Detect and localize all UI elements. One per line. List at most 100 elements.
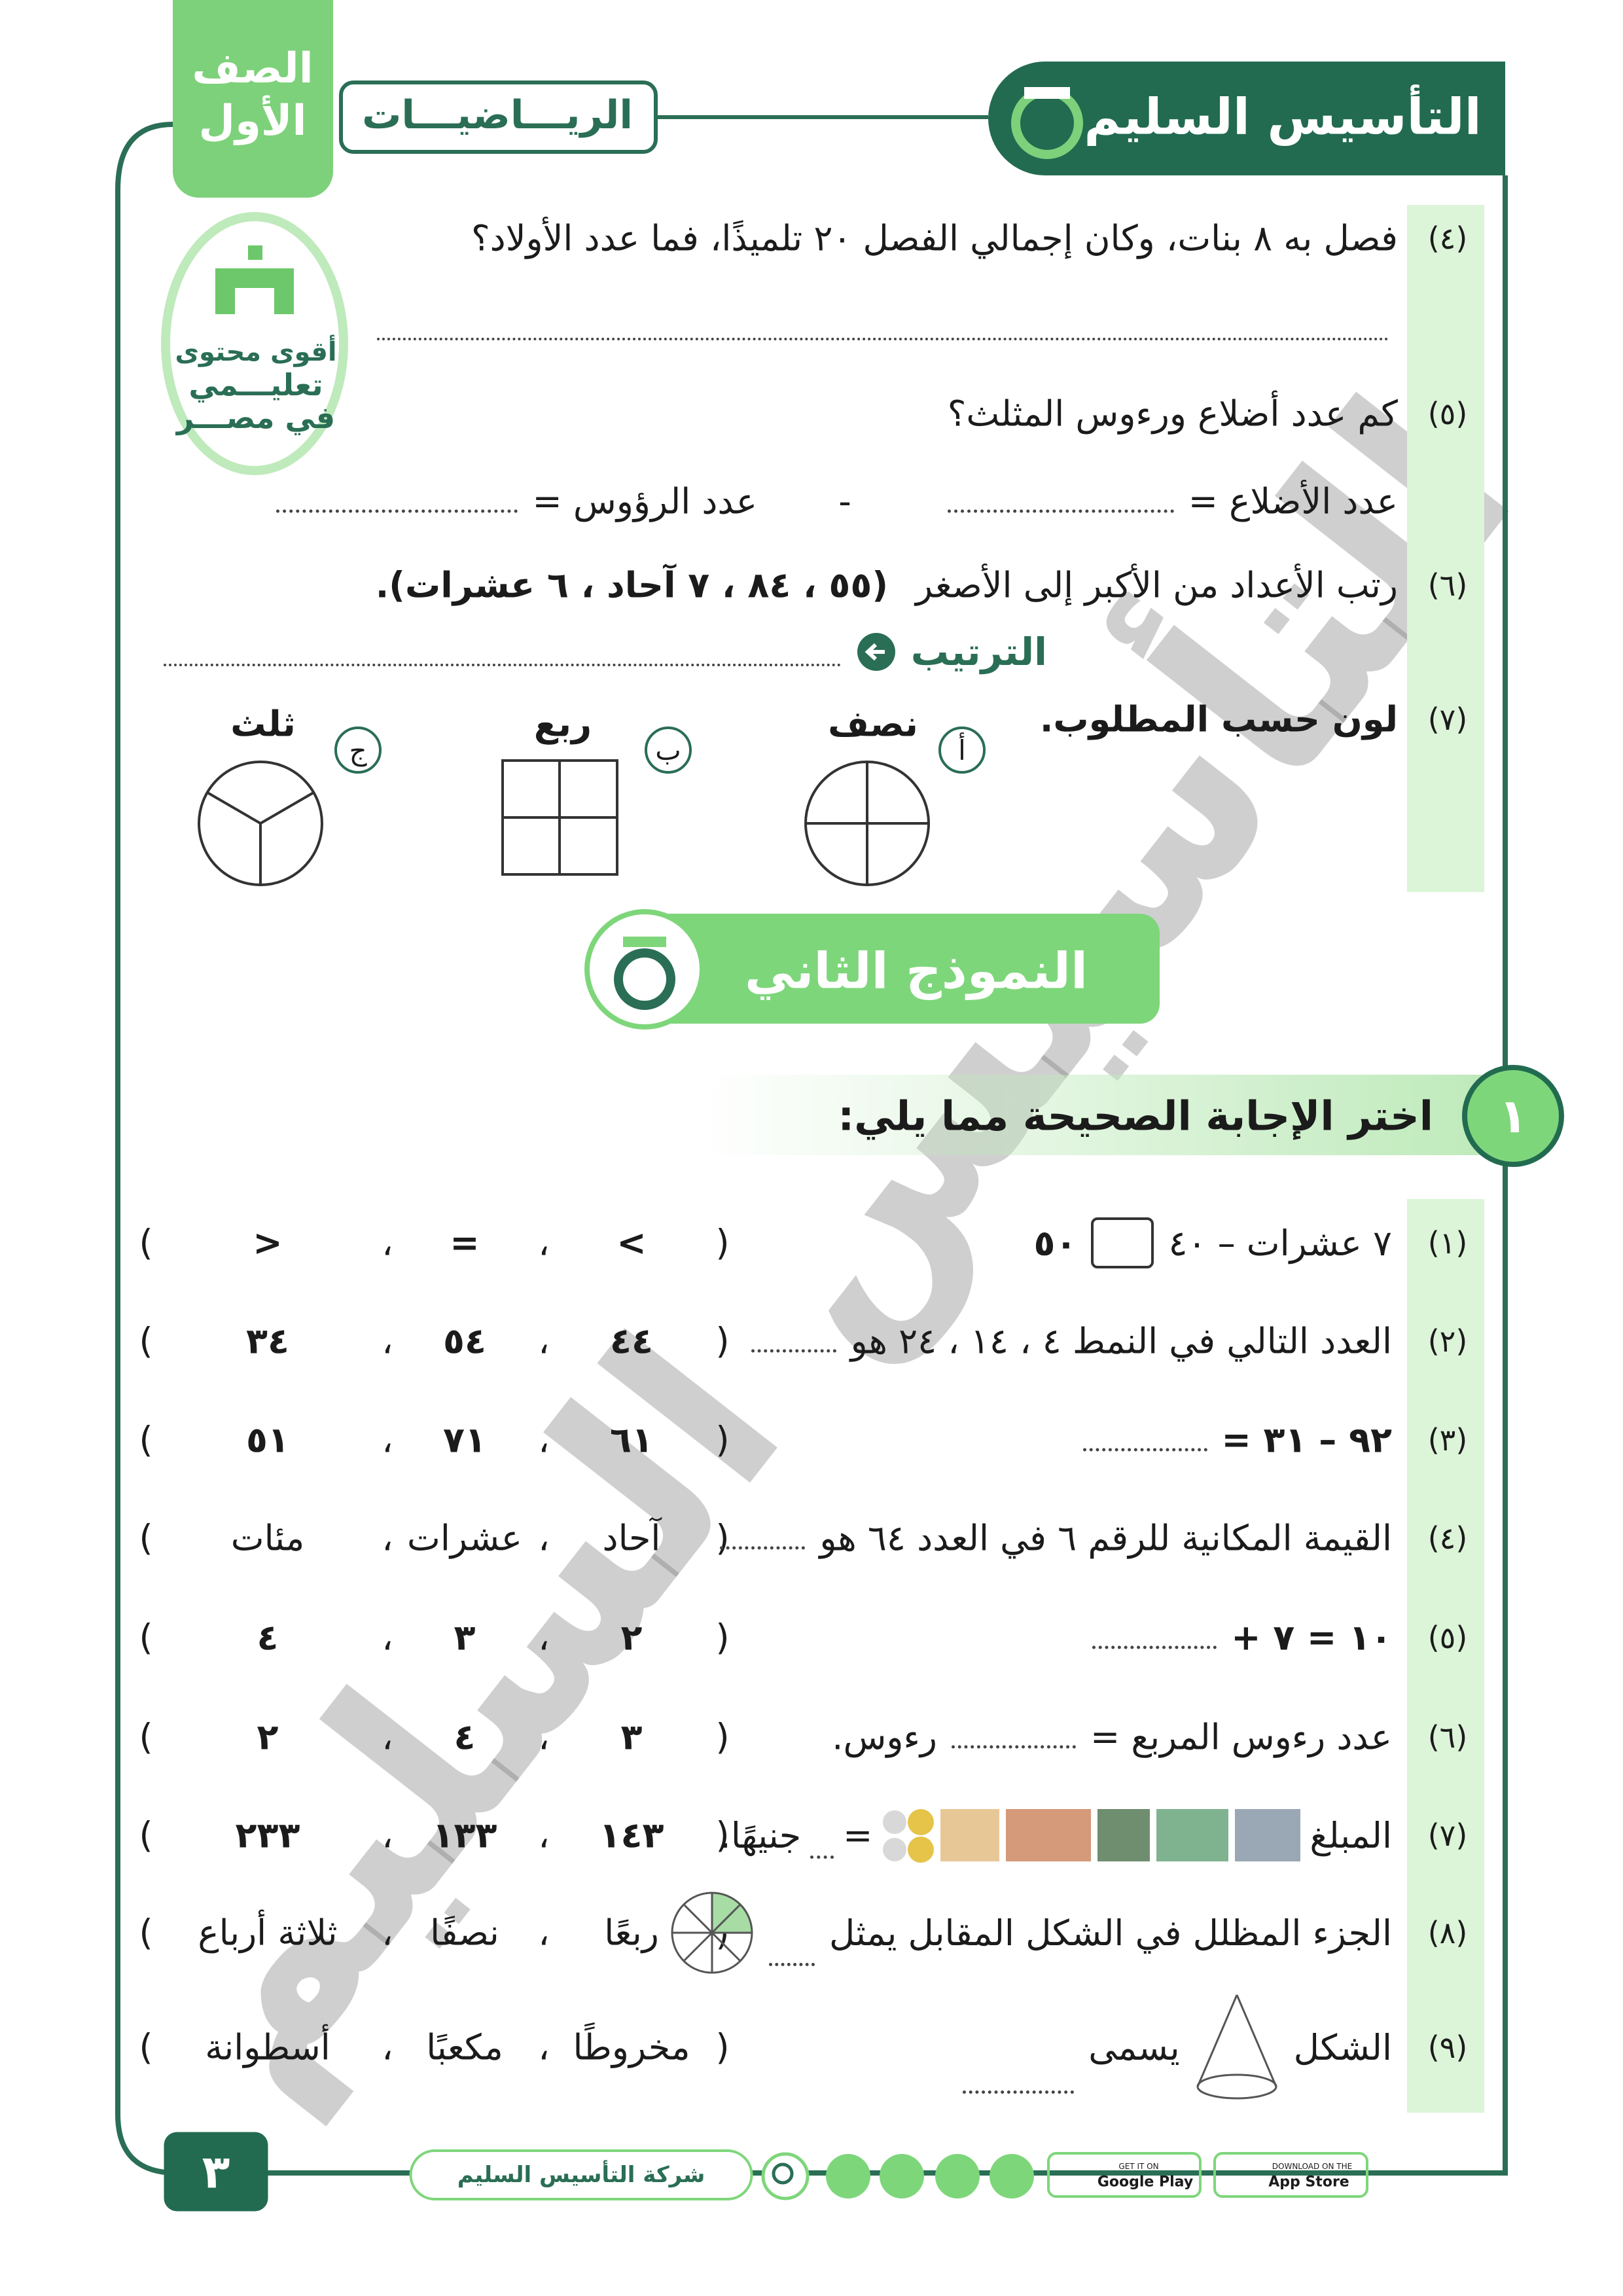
separator: ، — [382, 1617, 393, 1659]
store-small: GET IT ON — [1118, 2162, 1159, 2171]
item-number: (٥) — [1427, 1620, 1468, 1655]
choice: مكعبًا — [426, 2026, 503, 2068]
badge-text: أقوى محتوى — [175, 337, 337, 367]
choice: ثلاثة أرباع — [198, 1912, 338, 1954]
blank-box — [1091, 1217, 1154, 1268]
arrow-icon — [857, 633, 895, 671]
question-text: الشكل — [1293, 2026, 1392, 2068]
question-text: كم عدد أضلاع ورءوس المثلث؟ — [947, 393, 1398, 435]
answer-line — [164, 664, 841, 666]
question: فصل به ٨ بنات، وكان إجمالي الفصل ٢٠ تلمي… — [471, 218, 1398, 259]
badge-text: تعليـــمي — [188, 367, 323, 403]
choice: أسطوانة — [205, 2026, 330, 2068]
order-row: الترتيب — [856, 630, 1047, 674]
question: ١٠ = ٧ + — [1092, 1617, 1392, 1659]
question-text: ٩٢ – ٣١ = — [1221, 1419, 1393, 1461]
choice: > — [253, 1222, 283, 1264]
frame-border — [115, 122, 1508, 2176]
choice: ٢٣٣ — [235, 1814, 300, 1856]
choice: ٢ — [620, 1617, 643, 1659]
choice: مخروطًا — [573, 2026, 690, 2068]
bracket: ( — [715, 1320, 730, 1362]
social-icons — [761, 2152, 1034, 2200]
choice: مئات — [230, 1517, 305, 1559]
company: شركة التأسيس السليم — [409, 2149, 753, 2200]
choice: نصفًا — [430, 1912, 499, 1954]
question: لون حسب المطلوب. — [1040, 699, 1398, 740]
item-number: (٧) — [1427, 702, 1468, 737]
question-text: يسمى — [1088, 2026, 1180, 2068]
question-text: رءوس. — [832, 1716, 937, 1758]
question: رتب الأعداد من الأكبر إلى الأصغر (٥٥ ، ٨٤… — [376, 565, 1398, 606]
bracket: ( — [715, 1419, 730, 1461]
separator: ، — [382, 1419, 393, 1461]
choice: ١٣٣ — [432, 1814, 497, 1856]
bracket: ) — [139, 1517, 153, 1559]
bracket: ) — [139, 1320, 153, 1362]
shape-letter: أ — [938, 726, 986, 774]
question-text: جنيهًا. — [719, 1814, 802, 1856]
page-number: ٣ — [164, 2132, 268, 2212]
separator: ، — [538, 2026, 550, 2068]
separator: ، — [538, 1222, 550, 1264]
item-number: (٧) — [1427, 1818, 1468, 1853]
badge-logo — [215, 245, 294, 314]
bracket: ) — [139, 1617, 153, 1659]
store-name: App Store — [1268, 2174, 1349, 2191]
bracket: ( — [715, 1222, 730, 1264]
dash: - — [838, 480, 851, 522]
separator: ، — [382, 2026, 393, 2068]
bracket: ) — [139, 1222, 153, 1264]
separator: ، — [382, 1912, 393, 1954]
item-number: (٥) — [1427, 396, 1468, 431]
bracket: ( — [715, 1814, 730, 1856]
bracket: ( — [715, 1617, 730, 1659]
separator: ، — [538, 1912, 550, 1954]
question-bar — [702, 1075, 1487, 1155]
brand-logo — [1011, 87, 1083, 159]
question: الجزء المظلل في الشكل المقابل يمثل — [669, 1890, 1392, 1975]
question: الشكل يسمى — [963, 1992, 1392, 2103]
badge-text: في مصـــر — [176, 400, 336, 435]
question-text: = — [843, 1814, 873, 1856]
blank — [951, 1745, 1076, 1749]
question: المبلغ = جنيهًا. — [720, 1803, 1392, 1868]
shape-label: ثلث — [230, 703, 296, 745]
question-text: القيمة المكانية للرقم ٦ في العدد ٦٤ هو — [819, 1517, 1392, 1559]
choice: = — [450, 1222, 480, 1264]
brand: التأسيس السليم — [1084, 87, 1482, 146]
blank — [768, 1963, 815, 1966]
question-text: المبلغ — [1310, 1814, 1392, 1856]
blank — [947, 509, 1174, 513]
question: عدد رءوس المربع = رءوس. — [832, 1717, 1392, 1758]
item-number: (٤) — [1427, 221, 1468, 256]
item-number: (٦) — [1427, 567, 1468, 603]
subject-box — [339, 81, 658, 154]
item-number: (٨) — [1427, 1915, 1468, 1950]
banner-logo — [584, 909, 705, 1030]
question: ٩٢ – ٣١ = — [1082, 1419, 1393, 1461]
separator: ، — [538, 1617, 550, 1659]
question: القيمة المكانية للرقم ٦ في العدد ٦٤ هو — [720, 1518, 1392, 1559]
question-text: ١٠ = ٧ + — [1231, 1617, 1392, 1659]
separator: ، — [382, 1320, 393, 1362]
answer-line — [377, 338, 1389, 340]
choice: ٥١ — [246, 1419, 289, 1461]
bracket: ) — [139, 1419, 153, 1461]
bracket: ( — [715, 2026, 730, 2068]
store-name: Google Play — [1097, 2174, 1194, 2191]
choice: عشرات — [406, 1517, 523, 1559]
question-number: ١ — [1462, 1065, 1564, 1167]
bracket: ) — [139, 1814, 153, 1856]
question-title-row: اختر الإجابة الصحيحة مما يلي: — [838, 1092, 1433, 1140]
separator: ، — [538, 1716, 550, 1758]
question-title: اختر الإجابة الصحيحة مما يلي: — [838, 1092, 1433, 1140]
choice: ٢ — [257, 1716, 279, 1758]
blank — [751, 1349, 836, 1353]
bracket: ) — [139, 1912, 153, 1954]
separator: ، — [538, 1814, 550, 1856]
